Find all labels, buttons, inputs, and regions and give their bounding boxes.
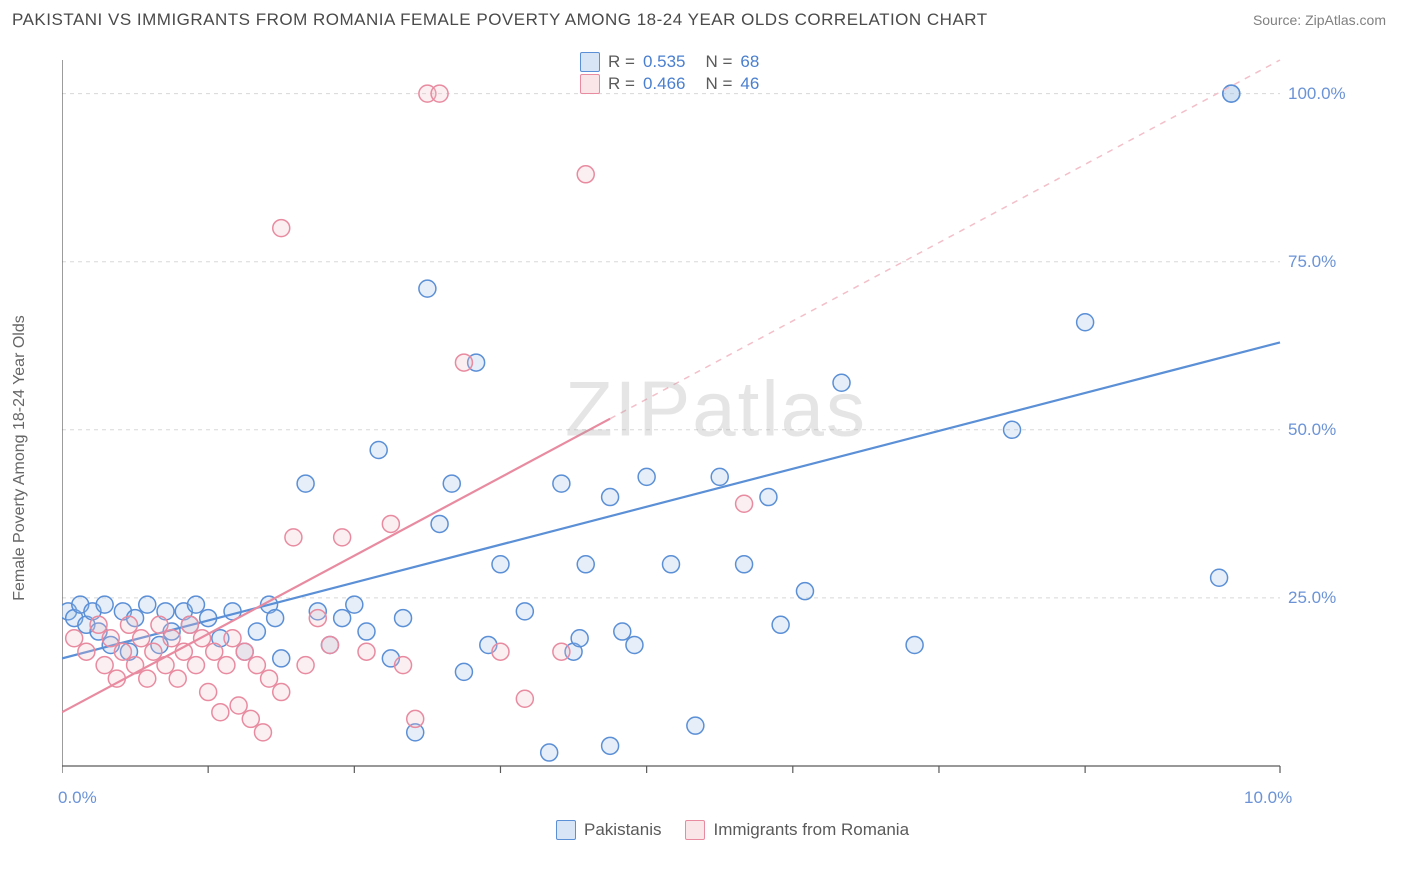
y-tick-label: 25.0% (1288, 588, 1336, 608)
chart-source: Source: ZipAtlas.com (1253, 12, 1386, 28)
correlation-stats-box: R = 0.535N = 68R = 0.466N = 46 (580, 52, 759, 94)
y-axis-label: Female Poverty Among 18-24 Year Olds (11, 315, 29, 601)
x-tick-label: 0.0% (58, 788, 97, 808)
x-tick-label: 10.0% (1244, 788, 1292, 808)
series-swatch (580, 52, 600, 72)
series-swatch (556, 820, 576, 840)
stats-row: R = 0.535N = 68 (580, 52, 759, 72)
y-tick-label: 100.0% (1288, 84, 1346, 104)
stats-row: R = 0.466N = 46 (580, 74, 759, 94)
series-legend: Pakistanis Immigrants from Romania (556, 820, 909, 840)
y-tick-label: 50.0% (1288, 420, 1336, 440)
scatter-plot (62, 46, 1340, 806)
y-tick-label: 75.0% (1288, 252, 1336, 272)
chart-header: PAKISTANI VS IMMIGRANTS FROM ROMANIA FEM… (0, 0, 1406, 36)
legend-item: Immigrants from Romania (685, 820, 909, 840)
series-swatch (685, 820, 705, 840)
series-swatch (580, 74, 600, 94)
legend-item: Pakistanis (556, 820, 661, 840)
chart-title: PAKISTANI VS IMMIGRANTS FROM ROMANIA FEM… (12, 10, 988, 30)
chart-container: Female Poverty Among 18-24 Year Olds ZIP… (46, 46, 1386, 852)
